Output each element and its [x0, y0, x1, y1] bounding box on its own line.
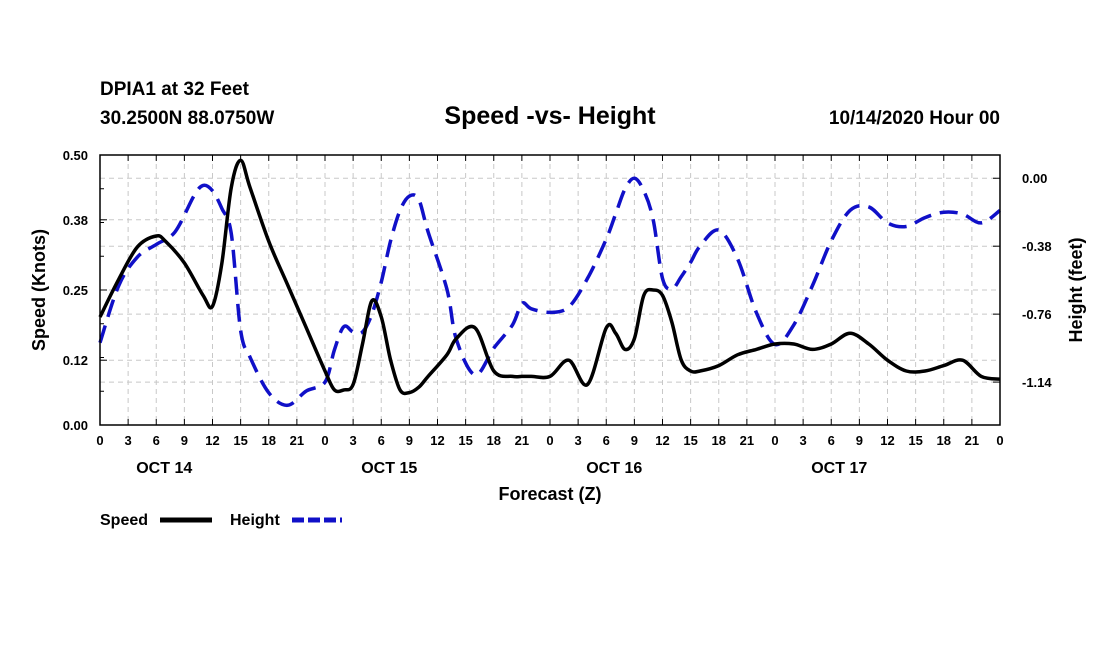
x-tick-label: 3	[350, 433, 357, 448]
x-tick-label: 3	[575, 433, 582, 448]
x-tick-label: 21	[740, 433, 754, 448]
x-tick-label: 6	[153, 433, 160, 448]
x-tick-label: 18	[712, 433, 726, 448]
day-label: OCT 15	[361, 460, 417, 477]
x-tick-label: 0	[996, 433, 1003, 448]
x-tick-label: 21	[965, 433, 979, 448]
left-tick-label: 0.12	[63, 353, 88, 368]
left-axis-title: Speed (Knots)	[29, 229, 49, 351]
x-tick-label: 6	[828, 433, 835, 448]
grid-lines	[100, 155, 1000, 425]
chart-title: Speed -vs- Height	[444, 102, 656, 130]
x-tick-label: 12	[205, 433, 219, 448]
x-tick-label: 18	[262, 433, 276, 448]
x-tick-label: 0	[321, 433, 328, 448]
x-tick-label: 9	[406, 433, 413, 448]
x-tick-label: 15	[683, 433, 697, 448]
x-tick-label: 3	[125, 433, 132, 448]
x-tick-label: 21	[290, 433, 304, 448]
x-tick-label: 12	[880, 433, 894, 448]
right-axis-title: Height (feet)	[1066, 238, 1086, 343]
right-tick-label: -0.38	[1022, 239, 1052, 254]
series-line-speed	[98, 158, 1001, 396]
series-line-height	[98, 176, 1002, 408]
left-tick-label: 0.50	[63, 148, 88, 163]
x-tick-label: 15	[458, 433, 472, 448]
x-axis-title: Forecast (Z)	[498, 484, 601, 504]
x-tick-label: 9	[181, 433, 188, 448]
day-label: OCT 14	[136, 460, 192, 477]
left-tick-label: 0.38	[63, 213, 88, 228]
x-tick-label: 21	[515, 433, 529, 448]
legend: Speed Height	[100, 512, 342, 529]
legend-height-label: Height	[230, 512, 280, 529]
x-tick-label: 9	[856, 433, 863, 448]
data-series	[98, 158, 1002, 408]
x-tick-label: 3	[800, 433, 807, 448]
x-tick-label: 12	[655, 433, 669, 448]
x-tick-label: 15	[908, 433, 922, 448]
x-tick-label: 18	[487, 433, 501, 448]
x-tick-label: 15	[233, 433, 247, 448]
x-tick-label: 0	[771, 433, 778, 448]
day-label: OCT 17	[811, 460, 867, 477]
axes: 0 3 6 9 12 15 18 21 0 3 6 9 12 15 18 21 0 3 6 9 12 15 18 21 0 3 6 9…	[63, 148, 1053, 477]
right-tick-label: 0.00	[1022, 171, 1047, 186]
day-label: OCT 16	[586, 460, 642, 477]
x-tick-label: 6	[603, 433, 610, 448]
x-tick-label: 0	[546, 433, 553, 448]
right-tick-label: -0.76	[1022, 307, 1052, 322]
issued-label: 10/14/2020 Hour 00	[829, 108, 1000, 129]
station-label: DPIA1 at 32 Feet	[100, 79, 250, 100]
left-tick-label: 0.25	[63, 283, 88, 298]
x-tick-label: 18	[937, 433, 951, 448]
x-tick-label: 12	[430, 433, 444, 448]
left-tick-label: 0.00	[63, 418, 88, 433]
x-tick-label: 9	[631, 433, 638, 448]
legend-speed-label: Speed	[100, 512, 148, 529]
coords-label: 30.2500N 88.0750W	[100, 108, 274, 129]
x-tick-label: 0	[96, 433, 103, 448]
right-tick-label: -1.14	[1022, 375, 1052, 390]
x-tick-label: 6	[378, 433, 385, 448]
